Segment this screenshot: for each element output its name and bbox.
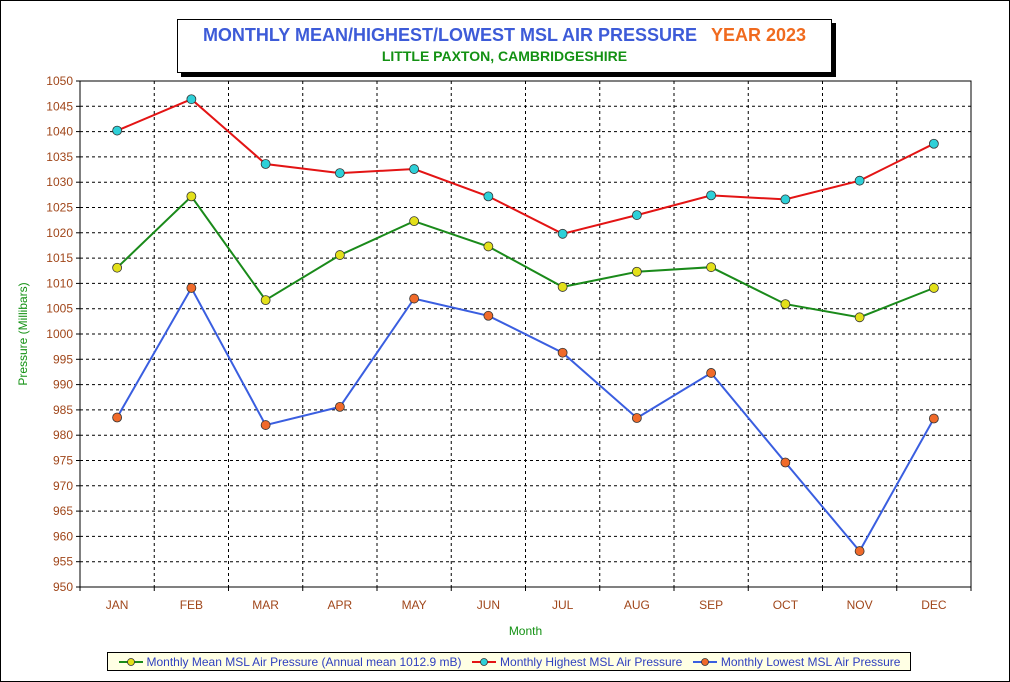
data-point-lowest xyxy=(334,401,345,412)
x-tick-label: APR xyxy=(328,598,353,612)
legend-label-highest: Monthly Highest MSL Air Pressure xyxy=(500,654,683,669)
data-point-lowest xyxy=(186,283,197,293)
x-tick-label: MAY xyxy=(402,598,427,612)
data-point-mean xyxy=(260,295,271,305)
data-point-lowest xyxy=(706,368,717,378)
data-point-highest xyxy=(631,210,642,220)
y-tick-label: 965 xyxy=(53,504,73,518)
data-point-mean xyxy=(186,191,197,202)
data-point-mean xyxy=(780,299,791,310)
y-tick-label: 1025 xyxy=(46,201,73,215)
data-point-mean xyxy=(557,282,568,292)
x-tick-label: JUN xyxy=(477,598,500,612)
x-axis-title: Month xyxy=(509,624,542,638)
legend-label-mean: Monthly Mean MSL Air Pressure (Annual me… xyxy=(146,654,462,669)
y-tick-label: 1005 xyxy=(46,302,73,316)
y-tick-label: 1000 xyxy=(46,327,73,341)
data-point-lowest xyxy=(260,420,271,430)
legend-item-lowest: Monthly Lowest MSL Air Pressure xyxy=(692,654,901,669)
y-tick-label: 1015 xyxy=(46,251,73,265)
x-tick-label: SEP xyxy=(699,598,723,612)
data-point-lowest xyxy=(557,347,568,358)
x-tick-label: DEC xyxy=(921,598,947,612)
chart-title-year: YEAR 2023 xyxy=(710,25,807,45)
data-point-highest xyxy=(706,190,717,201)
series-line-lowest xyxy=(116,285,935,553)
data-point-mean xyxy=(334,250,345,260)
data-point-highest xyxy=(260,159,271,169)
y-tick-label: 1050 xyxy=(46,74,73,88)
legend-item-highest: Monthly Highest MSL Air Pressure xyxy=(471,655,682,669)
data-point-lowest xyxy=(780,457,791,468)
data-point-mean xyxy=(928,283,939,293)
y-tick-label: 975 xyxy=(53,454,73,468)
legend-item-mean: Monthly Mean MSL Air Pressure (Annual me… xyxy=(118,655,462,669)
series-line-highest xyxy=(116,98,935,235)
x-tick-label: JAN xyxy=(106,598,129,612)
chart-title: MONTHLY MEAN/HIGHEST/LOWEST MSL AIR PRES… xyxy=(178,25,831,46)
data-point-highest xyxy=(780,194,791,205)
series-line-mean xyxy=(116,194,935,319)
legend-swatch-mean xyxy=(118,657,143,666)
y-tick-label: 1030 xyxy=(46,175,73,189)
data-point-mean xyxy=(631,266,642,277)
x-tick-label: NOV xyxy=(847,598,873,612)
y-tick-label: 955 xyxy=(53,555,73,569)
y-tick-label: 1010 xyxy=(46,276,73,290)
data-point-lowest xyxy=(483,310,494,321)
legend-swatch-lowest xyxy=(692,657,717,666)
y-tick-label: 985 xyxy=(53,403,73,417)
x-tick-label: JUL xyxy=(552,598,574,612)
y-tick-label: 1020 xyxy=(46,226,73,240)
legend-swatch-highest xyxy=(472,657,497,666)
data-point-mean xyxy=(112,262,123,273)
data-point-mean xyxy=(483,241,494,252)
data-point-lowest xyxy=(854,546,865,556)
x-tick-label: FEB xyxy=(180,598,203,612)
legend-label-lowest: Monthly Lowest MSL Air Pressure xyxy=(720,654,901,669)
data-point-highest xyxy=(186,94,197,105)
y-tick-label: 995 xyxy=(53,352,73,366)
y-tick-label: 950 xyxy=(53,580,73,594)
chart-title-main: MONTHLY MEAN/HIGHEST/LOWEST MSL AIR PRES… xyxy=(202,25,697,45)
data-point-mean xyxy=(706,262,717,273)
data-point-highest xyxy=(557,228,568,239)
chart-subtitle: LITTLE PAXTON, CAMBRIDGESHIRE xyxy=(381,48,628,64)
data-point-mean xyxy=(854,312,865,323)
x-tick-label: MAR xyxy=(252,598,279,612)
data-point-lowest xyxy=(928,413,939,424)
chart-legend: Monthly Mean MSL Air Pressure (Annual me… xyxy=(107,652,911,671)
data-point-lowest xyxy=(409,293,420,304)
data-point-highest xyxy=(334,168,345,178)
x-tick-label: OCT xyxy=(773,598,799,612)
x-tick-label: AUG xyxy=(624,598,650,612)
y-tick-label: 990 xyxy=(53,378,73,392)
y-tick-label: 1045 xyxy=(46,99,73,113)
data-point-highest xyxy=(483,191,494,202)
y-axis-title: Pressure (Millibars) xyxy=(16,282,30,385)
data-point-mean xyxy=(409,216,420,227)
plot-area xyxy=(79,80,972,588)
data-point-lowest xyxy=(112,412,123,423)
chart-title-box: MONTHLY MEAN/HIGHEST/LOWEST MSL AIR PRES… xyxy=(177,19,832,73)
data-point-highest xyxy=(928,138,939,149)
data-point-lowest xyxy=(631,413,642,423)
y-tick-label: 980 xyxy=(53,428,73,442)
data-point-highest xyxy=(409,164,420,174)
data-point-highest xyxy=(112,125,123,136)
y-tick-label: 970 xyxy=(53,479,73,493)
y-tick-label: 1035 xyxy=(46,150,73,164)
y-tick-label: 960 xyxy=(53,529,73,543)
data-point-highest xyxy=(854,175,865,186)
y-tick-label: 1040 xyxy=(46,125,73,139)
